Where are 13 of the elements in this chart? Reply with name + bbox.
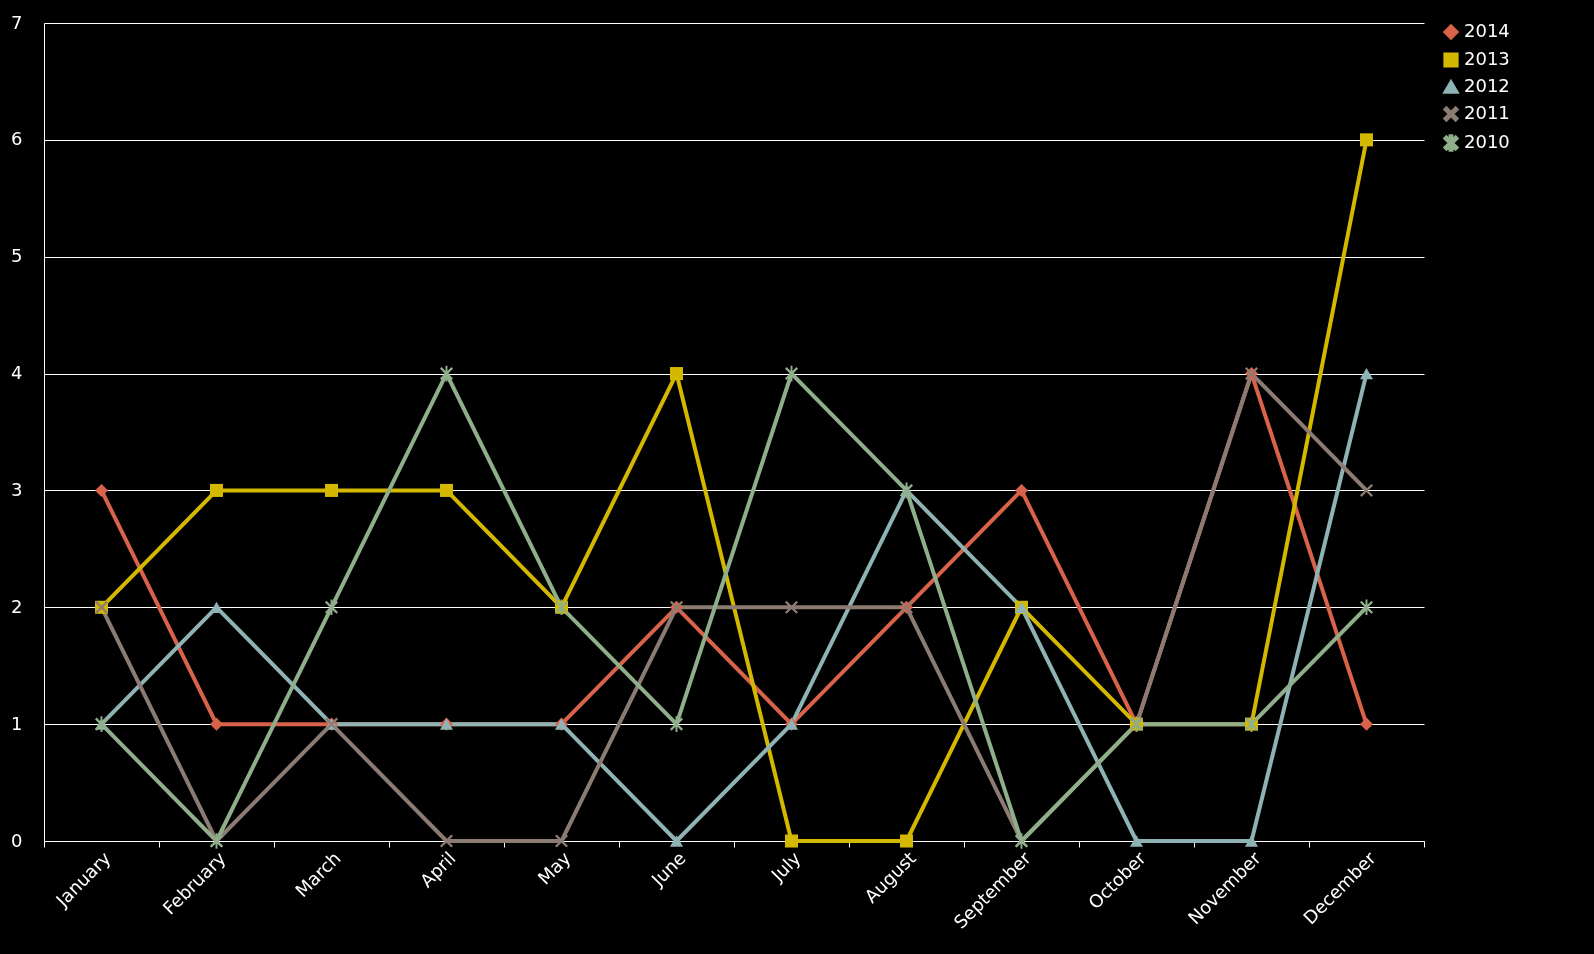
legend-label: 2011 — [1464, 102, 1510, 123]
y-tick-label: 6 — [11, 128, 23, 150]
y-tick-label: 1 — [11, 712, 23, 734]
y-tick-label: 7 — [11, 11, 23, 33]
legend-label: 2012 — [1464, 75, 1510, 96]
legend-label: 2014 — [1464, 20, 1510, 41]
y-tick-label: 2 — [11, 595, 23, 617]
y-tick-label: 0 — [11, 829, 23, 851]
y-tick-label: 3 — [11, 478, 23, 500]
y-tick-label: 4 — [11, 362, 23, 384]
legend-label: 2013 — [1464, 48, 1510, 69]
legend-label: 2010 — [1464, 131, 1510, 152]
y-tick-label: 5 — [11, 245, 23, 267]
